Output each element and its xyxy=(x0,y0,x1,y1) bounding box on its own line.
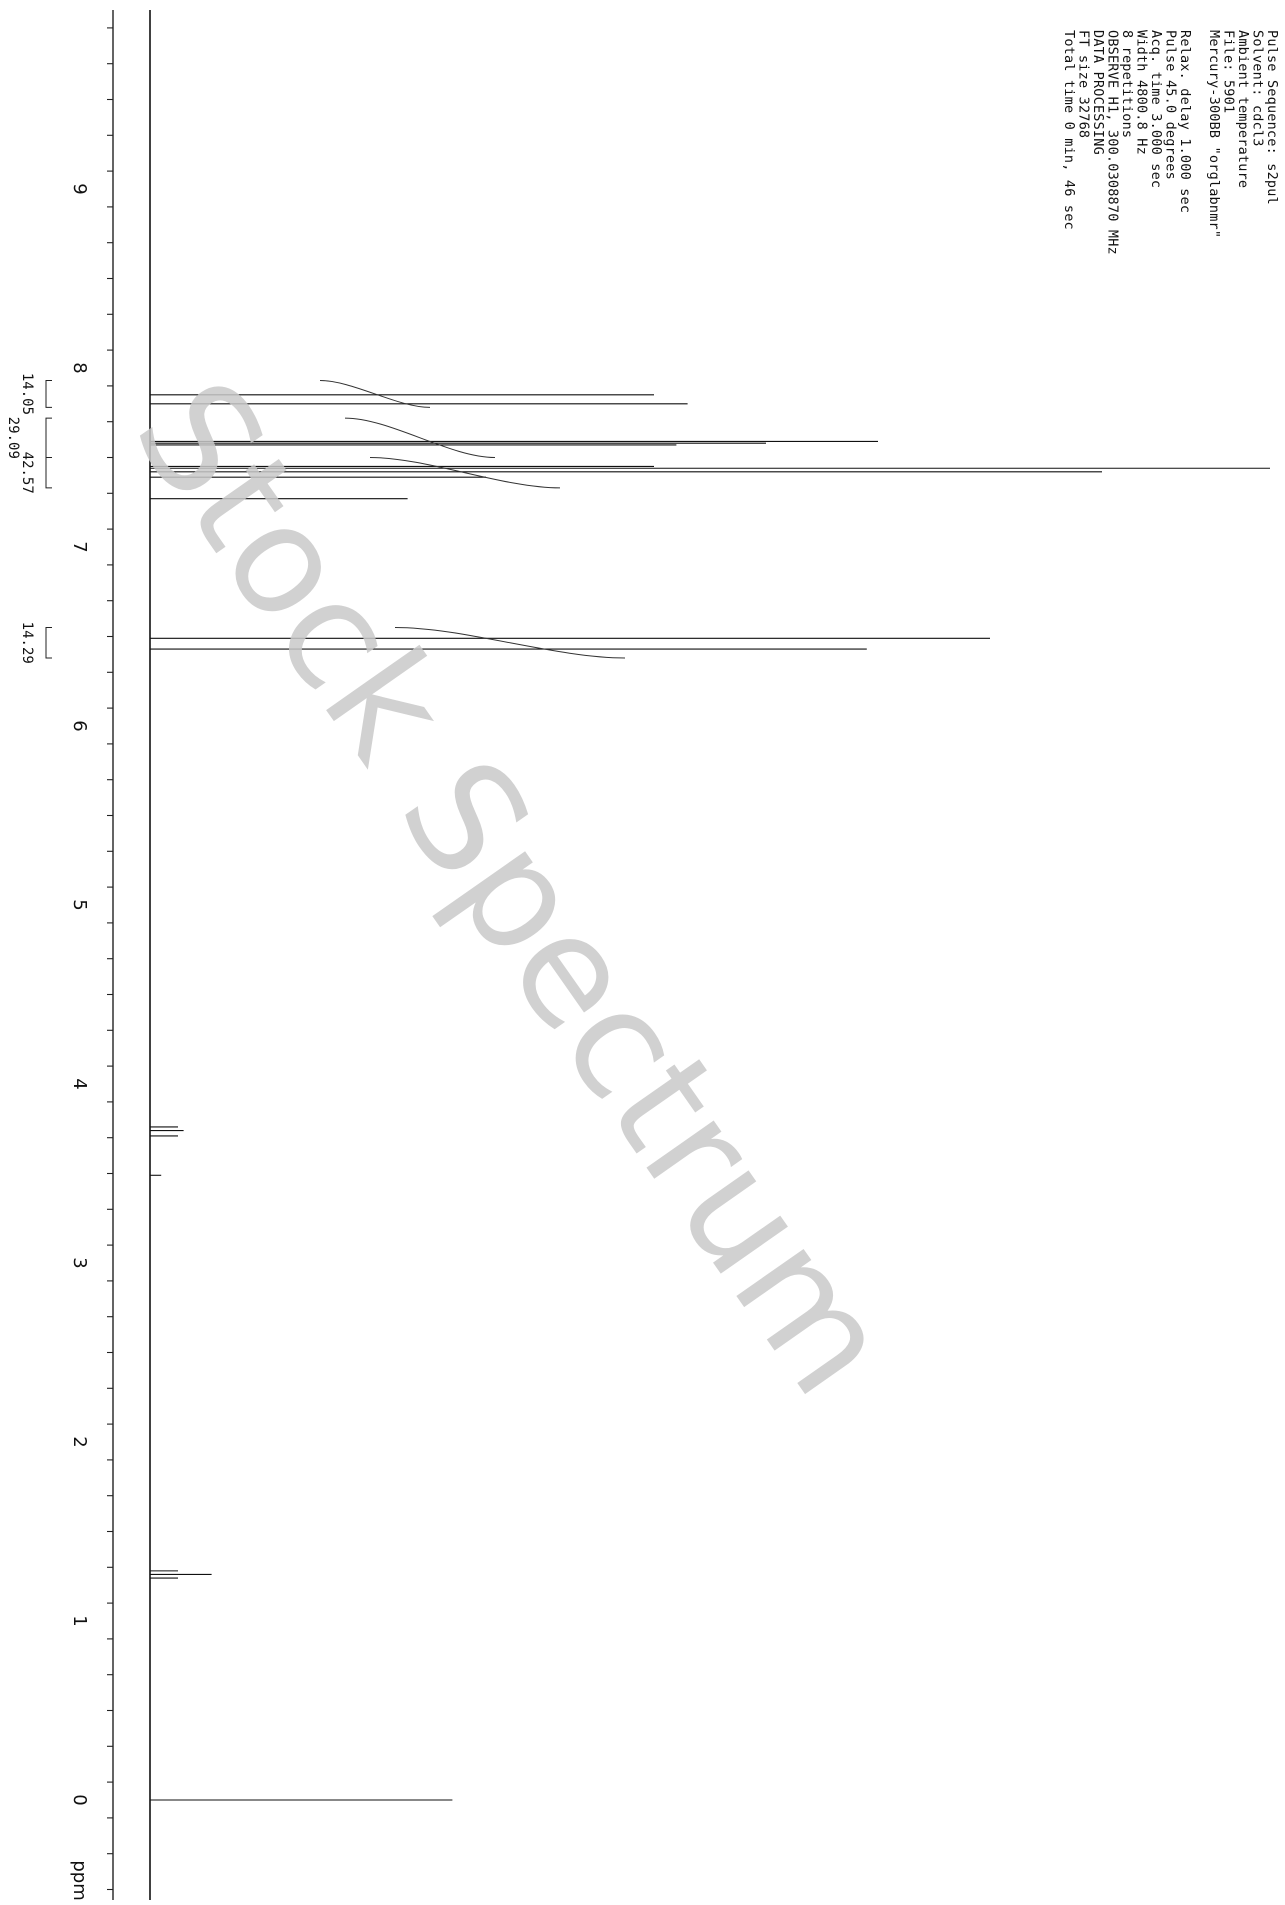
axis-unit-label: ppm xyxy=(69,1860,90,1900)
parameter-line: Pulse Sequence: s2pul xyxy=(1264,30,1280,205)
parameter-line: OBSERVE H1, 300.0308870 MHz xyxy=(1105,30,1121,255)
tick-label: 7 xyxy=(69,541,90,552)
tick-label: 4 xyxy=(69,1078,90,1089)
integral-value: 42.57 xyxy=(19,452,35,494)
tick-label: 1 xyxy=(69,1615,90,1626)
integral-curve xyxy=(344,417,496,458)
parameter-line: File: 5901 xyxy=(1221,30,1237,113)
integral-value: 14.05 xyxy=(19,373,35,415)
acquisition-parameters: Pulse Sequence: s2pul Solvent: cdcl3 Amb… xyxy=(1061,30,1280,255)
tick-label: 9 xyxy=(69,183,90,194)
parameter-line: DATA PROCESSING xyxy=(1090,30,1106,155)
integral-curve xyxy=(369,457,561,489)
parameter-line: Acq. time 3.000 sec xyxy=(1148,30,1164,188)
integral-bracket xyxy=(45,457,52,489)
spectrum-trace xyxy=(149,10,1270,1905)
tick-label: 2 xyxy=(69,1436,90,1447)
parameter-line: 8 repetitions xyxy=(1119,30,1135,138)
tick-label: 5 xyxy=(69,899,90,910)
integral-curve xyxy=(319,380,431,408)
tick-label: 0 xyxy=(69,1794,90,1805)
integral-bracket xyxy=(45,380,52,408)
parameter-line: FT size 32768 xyxy=(1076,30,1092,138)
parameter-line: Total time 0 min, 46 sec xyxy=(1061,30,1077,230)
tick-label: 3 xyxy=(69,1257,90,1268)
ppm-axis: 9 8 7 6 5 4 3 2 1 0 ppm xyxy=(69,10,114,1905)
watermark: Stock Spectrum xyxy=(101,351,926,1425)
parameter-line: Solvent: cdcl3 xyxy=(1250,30,1266,147)
parameter-line: Ambient temperature xyxy=(1235,30,1251,188)
parameter-line: Mercury-300BB "orglabnmr" xyxy=(1206,30,1222,238)
integral-bracket xyxy=(45,627,52,659)
integral-value: 14.29 xyxy=(19,622,35,664)
integral-curve xyxy=(394,627,626,659)
parameter-line: Relax. delay 1.000 sec xyxy=(1177,30,1193,213)
tick-label: 6 xyxy=(69,720,90,731)
parameter-line: Pulse 45.0 degrees xyxy=(1163,30,1179,180)
integral-bracket xyxy=(45,417,52,458)
integral-value: 29.09 xyxy=(5,417,21,459)
parameter-line: Width 4800.8 Hz xyxy=(1134,30,1150,155)
tick-label: 8 xyxy=(69,362,90,373)
